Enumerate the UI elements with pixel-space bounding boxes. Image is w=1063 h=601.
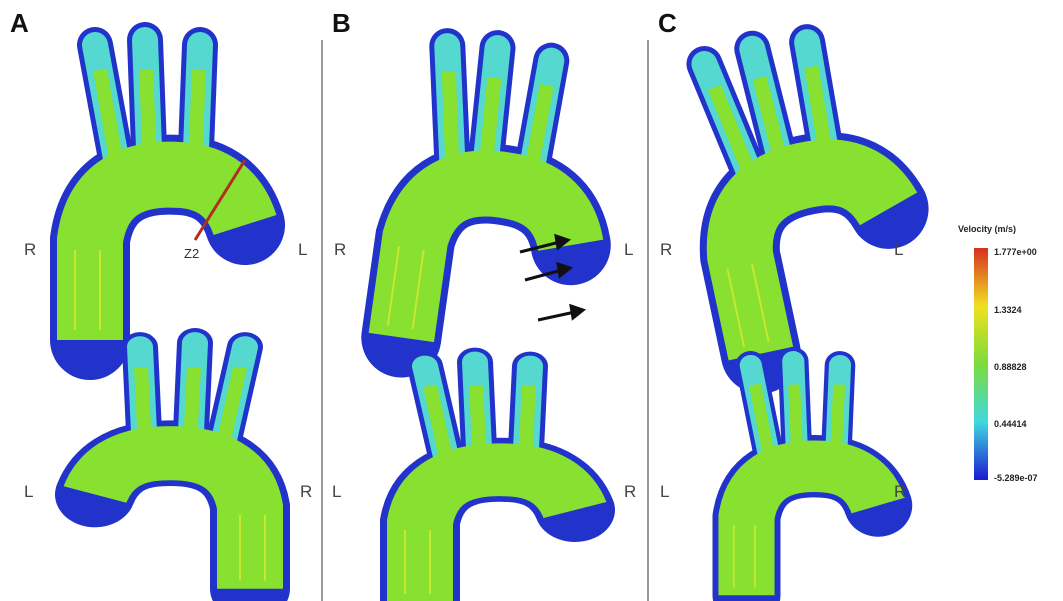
colorbar-title: Velocity (m/s): [958, 224, 1016, 234]
orientation-label: L: [332, 482, 341, 501]
orientation-label: R: [334, 240, 346, 259]
orientation-label: R: [24, 240, 36, 259]
orientation-label: R: [660, 240, 672, 259]
aorta-streamlines: [734, 361, 879, 595]
orientation-label: R: [300, 482, 312, 501]
colorbar-tick-label: 0.44414: [994, 419, 1027, 429]
orientation-label: R: [894, 482, 906, 501]
orientation-label: L: [24, 482, 33, 501]
panel-label: A: [10, 8, 29, 38]
aorta-streamlines: [75, 40, 245, 340]
colorbar-tick-label: 0.88828: [994, 362, 1027, 372]
annotation: Z2: [184, 246, 199, 261]
orientation-label: R: [624, 482, 636, 501]
orientation-label: L: [624, 240, 633, 259]
figure: Z2 A R L L R B R L L R C R L L R Velocit…: [0, 0, 1063, 601]
colorbar-tick-label: -5.289e-07: [994, 473, 1038, 483]
colorbar-tick-label: 1.3324: [994, 305, 1022, 315]
aorta-streamlines: [95, 343, 265, 589]
panel-label: B: [332, 8, 351, 38]
orientation-label: L: [298, 240, 307, 259]
orientation-label: L: [660, 482, 669, 501]
aorta-streamlines: [405, 362, 575, 601]
orientation-label: L: [894, 240, 903, 259]
aorta-streamlines: [386, 38, 596, 359]
colorbar: [974, 248, 988, 480]
aorta-streamlines: [684, 28, 913, 357]
colorbar-tick-label: 1.777e+00: [994, 247, 1037, 257]
panel-label: C: [658, 8, 677, 38]
